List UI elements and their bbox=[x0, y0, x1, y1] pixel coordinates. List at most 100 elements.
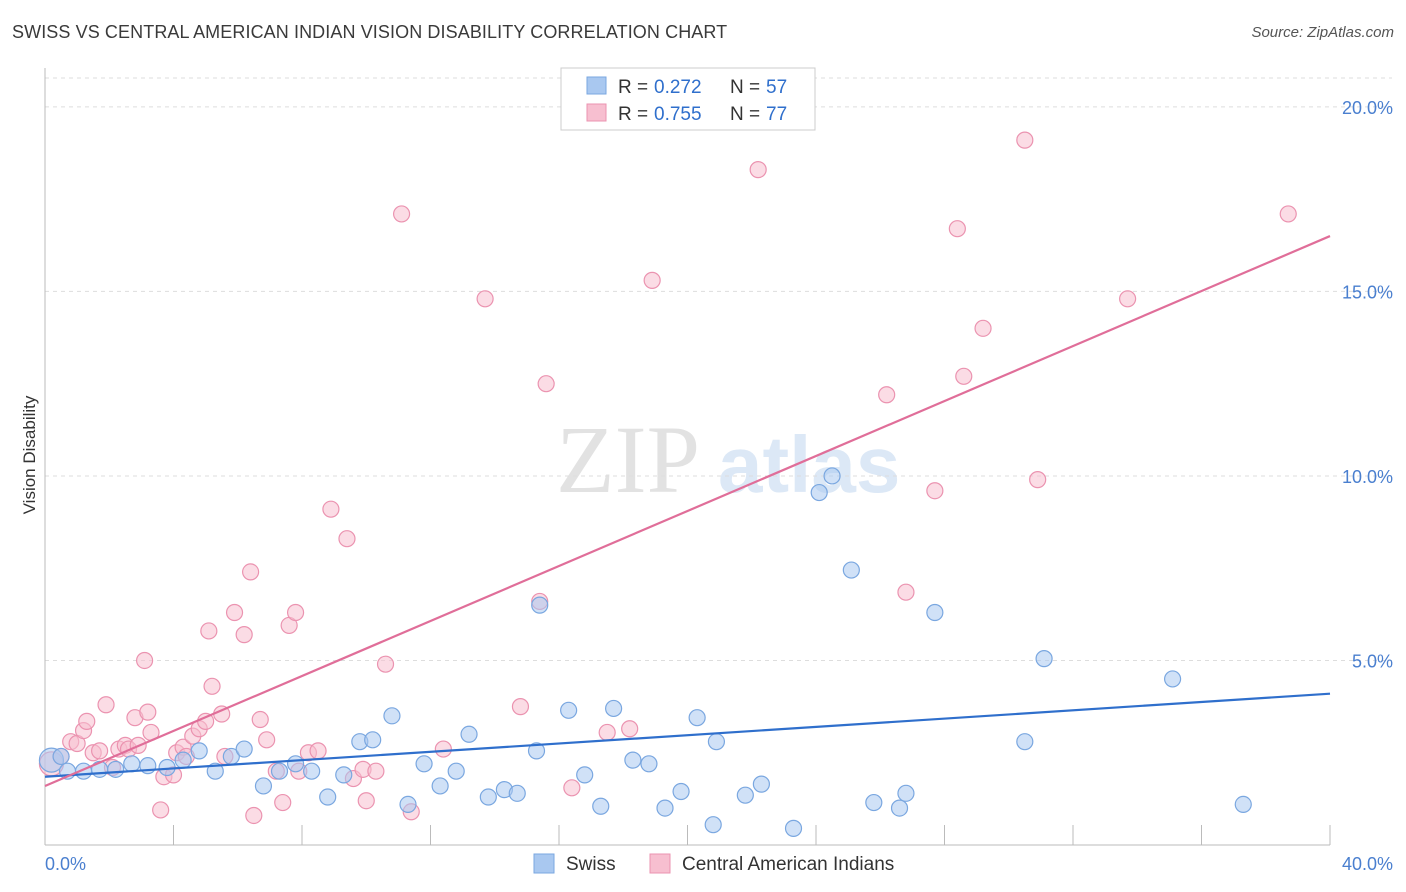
cai-point bbox=[78, 712, 96, 730]
swiss-point bbox=[736, 786, 754, 804]
cai-point bbox=[139, 703, 157, 721]
swiss-point bbox=[399, 795, 417, 814]
legend-n-label-swiss: N = bbox=[730, 77, 760, 98]
swiss-point bbox=[319, 788, 337, 806]
cai-point bbox=[309, 742, 327, 760]
cai-point bbox=[258, 731, 276, 749]
legend-r-value-swiss: 0.272 bbox=[654, 77, 702, 98]
cai-point bbox=[598, 723, 616, 742]
bottom-legend-label-swiss: Swiss bbox=[566, 854, 616, 875]
cai-point bbox=[97, 696, 115, 714]
cai-point bbox=[242, 563, 260, 581]
swiss-point bbox=[1234, 795, 1252, 814]
swiss-point bbox=[560, 701, 578, 719]
cai-point bbox=[357, 792, 375, 810]
swiss-point bbox=[303, 762, 321, 780]
bottom-legend-label-cai: Central American Indians bbox=[682, 854, 894, 875]
cai-point bbox=[200, 622, 218, 640]
cai-point bbox=[897, 583, 915, 601]
cai-point bbox=[1119, 290, 1137, 308]
swiss-point bbox=[707, 733, 726, 751]
cai-point bbox=[203, 677, 221, 695]
bottom-legend-swatch-swiss bbox=[533, 853, 555, 874]
swiss-point bbox=[447, 762, 465, 780]
cai-point bbox=[225, 603, 244, 622]
swiss-trend-line bbox=[44, 692, 1331, 778]
bottom-legend-swatch-cai bbox=[649, 853, 671, 874]
cai-point bbox=[235, 626, 253, 644]
cai-point bbox=[974, 319, 992, 337]
cai-point bbox=[878, 386, 896, 404]
cai-point bbox=[274, 793, 292, 812]
swiss-point bbox=[364, 731, 382, 749]
cai-point bbox=[251, 710, 269, 729]
cai-point bbox=[152, 801, 170, 819]
y-tick-label: 15.0% bbox=[1342, 282, 1393, 302]
cai-point bbox=[926, 482, 944, 500]
swiss-point bbox=[823, 467, 841, 485]
legend-swatch-cai bbox=[586, 103, 607, 122]
cai-point bbox=[643, 271, 661, 289]
swiss-point bbox=[335, 766, 353, 784]
cai-point bbox=[511, 698, 530, 716]
legend-r-label-swiss: R = bbox=[618, 77, 648, 98]
cai-point bbox=[135, 651, 154, 670]
cai-trend-line bbox=[44, 235, 1331, 787]
swiss-point bbox=[107, 760, 125, 778]
swiss-point bbox=[415, 755, 433, 773]
y-tick-label: 10.0% bbox=[1342, 467, 1393, 487]
x-tick-label: 40.0% bbox=[1342, 854, 1393, 874]
swiss-point bbox=[254, 777, 273, 795]
swiss-point bbox=[897, 784, 915, 802]
swiss-point bbox=[123, 755, 141, 773]
swiss-point bbox=[576, 766, 594, 784]
y-tick-label: 20.0% bbox=[1342, 98, 1393, 118]
cai-point bbox=[955, 367, 973, 385]
swiss-point bbox=[286, 755, 305, 773]
swiss-point bbox=[752, 775, 770, 793]
swiss-point bbox=[656, 799, 674, 817]
cai-point bbox=[286, 603, 305, 622]
swiss-point bbox=[190, 742, 208, 760]
swiss-points bbox=[38, 467, 1252, 837]
swiss-point bbox=[479, 788, 497, 806]
y-tick-label: 5.0% bbox=[1352, 651, 1393, 671]
cai-point bbox=[91, 742, 109, 760]
swiss-point bbox=[235, 740, 253, 758]
swiss-point bbox=[383, 707, 401, 725]
swiss-point bbox=[842, 561, 860, 579]
cai-point bbox=[476, 290, 494, 308]
cai-point bbox=[367, 762, 385, 780]
swiss-point bbox=[624, 751, 642, 769]
swiss-point bbox=[531, 596, 549, 614]
correlation-legend: R = 0.272 N = 57 R = 0.755 N = 77 bbox=[560, 67, 816, 131]
trend-lines bbox=[44, 235, 1331, 787]
legend-r-value-cai: 0.755 bbox=[654, 104, 702, 125]
swiss-point bbox=[527, 742, 546, 760]
swiss-point bbox=[672, 782, 690, 801]
tick-labels: 5.0% 10.0% 15.0% 20.0% 0.0% 40.0% bbox=[45, 98, 1393, 874]
swiss-point bbox=[460, 725, 478, 743]
swiss-point bbox=[640, 755, 658, 773]
watermark-zip: ZIP bbox=[556, 406, 700, 513]
cai-point bbox=[434, 740, 452, 758]
swiss-point bbox=[605, 699, 623, 718]
cai-point bbox=[621, 720, 639, 738]
chart-title: SWISS VS CENTRAL AMERICAN INDIAN VISION … bbox=[12, 22, 728, 42]
cai-point bbox=[948, 220, 966, 238]
swiss-point bbox=[592, 797, 610, 815]
cai-point bbox=[1279, 205, 1297, 223]
cai-point bbox=[563, 779, 581, 797]
cai-point bbox=[537, 375, 555, 393]
swiss-point bbox=[431, 777, 449, 795]
axes bbox=[44, 68, 1331, 846]
legend-r-label-cai: R = bbox=[618, 104, 648, 125]
legend-n-value-cai: 77 bbox=[766, 104, 787, 125]
swiss-point bbox=[1016, 733, 1034, 751]
swiss-point bbox=[52, 747, 70, 766]
swiss-point bbox=[1035, 650, 1053, 668]
swiss-point bbox=[926, 603, 944, 622]
swiss-point bbox=[688, 709, 706, 727]
swiss-point bbox=[508, 784, 526, 802]
swiss-point bbox=[704, 816, 722, 834]
